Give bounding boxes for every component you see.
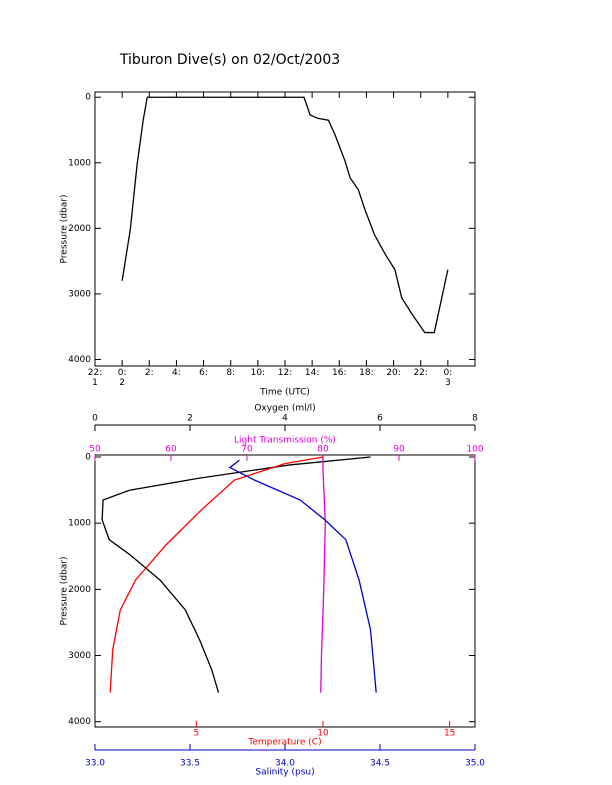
x-tick-label: 6 [377,414,383,424]
x-tick-label: 0 [92,414,98,424]
x-tick-label: 14: [304,368,320,378]
y-axis-label: Pressure (dbar) [60,195,70,264]
x-tick-label: 34.5 [370,759,390,769]
x-axis-label: Temperature (C) [247,738,321,748]
profile-line [320,456,326,693]
x-axis-label: Light Transmission (%) [234,436,336,446]
y-tick-label: 4000 [68,355,91,365]
x-tick-label: 5 [193,729,199,739]
profile-line [101,456,371,693]
x-tick-label: 90 [393,445,405,455]
x-tick-label: 33.5 [180,759,200,769]
chart-title: Tiburon Dive(s) on 02/Oct/2003 [119,52,340,68]
x-tick-label: 33.0 [85,759,105,769]
y-tick-label: 0 [85,452,91,462]
x-axis-label: Time (UTC) [259,388,310,398]
x-tick-label: 16: [332,368,347,378]
x-tick-label: 50 [89,445,101,455]
x-tick-label: 70 [241,445,253,455]
plot-frame [94,454,476,728]
y-tick-label: 2000 [68,224,91,234]
x-tick-label: 2: [144,368,154,378]
x-tick-label: 35.0 [465,759,485,769]
profile-line [109,456,324,693]
profile-line [228,459,377,693]
x-tick-label: 4: [172,368,181,378]
y-tick-label: 4000 [68,717,91,727]
x-tick-label: 6: [199,368,208,378]
data-line [121,96,449,334]
x-tick-label: 60 [165,445,177,455]
x-tick-label: 8: [226,368,236,378]
y-tick-label: 1000 [68,519,91,529]
x-tick-label: 4 [282,414,288,424]
x-tick-label: 10: [250,368,266,378]
plot-frame [94,91,476,367]
y-tick-label: 1000 [68,158,91,168]
x-tick-label: 2 [187,414,193,424]
x-tick-label: 34.0 [275,759,295,769]
x-axis-label: Oxygen (ml/l) [254,404,315,414]
x-tick-label: 0: 2 [117,368,127,388]
x-tick-label: 20: [386,368,401,378]
y-tick-label: 3000 [68,289,91,299]
x-tick-label: 22: 1 [87,368,103,388]
y-axis-label: Pressure (dbar) [60,557,70,626]
x-tick-label: 80 [317,445,329,455]
y-tick-label: 2000 [68,585,91,595]
x-tick-label: 12: [277,368,293,378]
x-tick-label: 15 [444,729,455,739]
x-tick-label: 100 [466,445,483,455]
y-tick-label: 3000 [68,651,91,661]
x-tick-label: 8 [472,414,478,424]
x-tick-label: 0: 3 [443,368,453,388]
x-tick-label: 18: [359,368,374,378]
x-tick-label: 22: [413,368,428,378]
x-axis-label: Salinity (psu) [255,768,314,778]
x-tick-label: 10 [317,729,329,739]
y-tick-label: 0 [85,93,91,103]
